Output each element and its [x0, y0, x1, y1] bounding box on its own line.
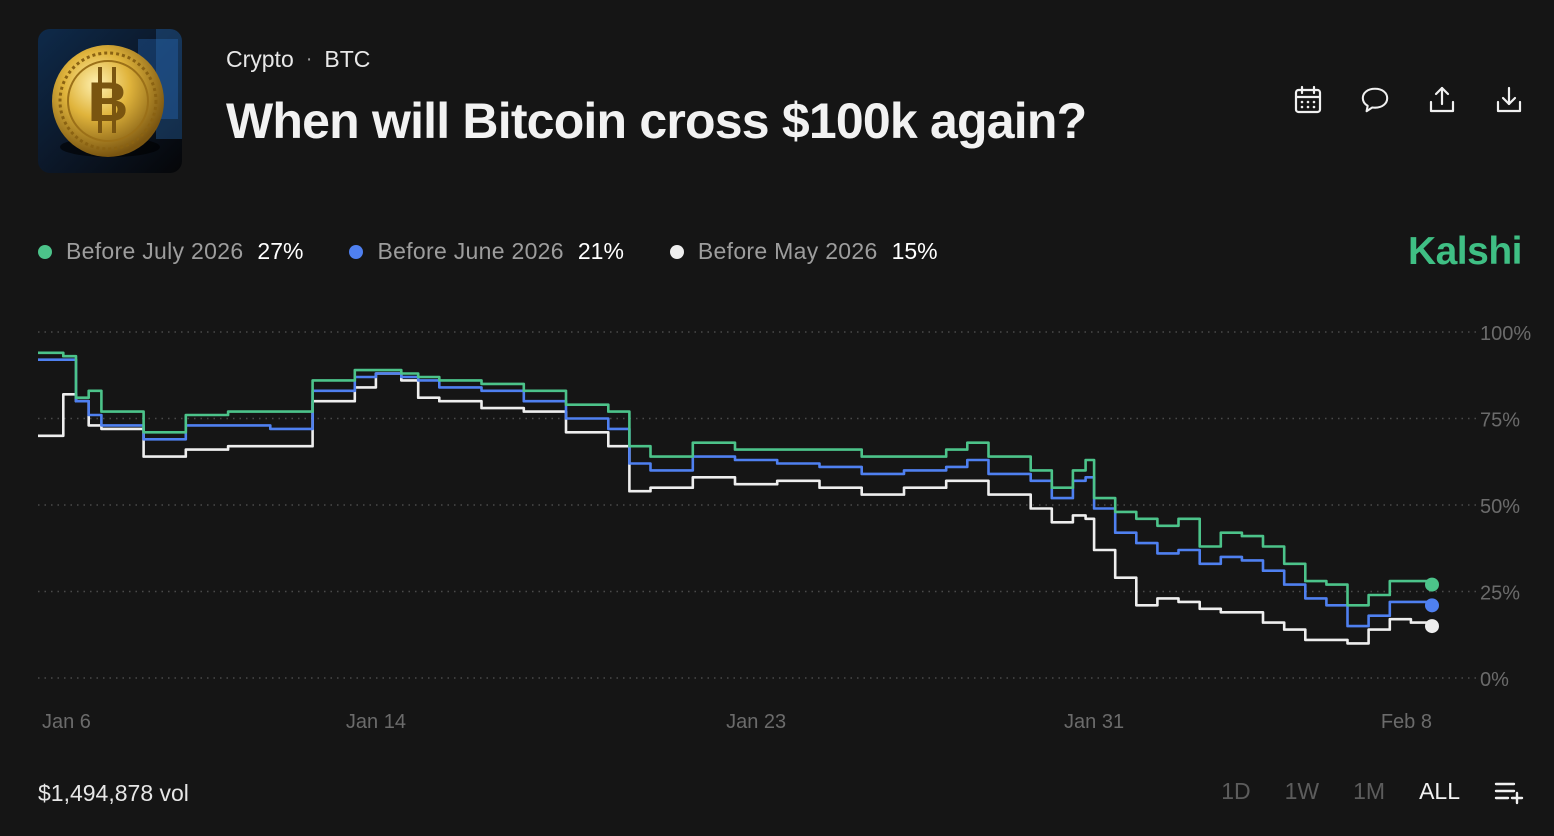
- range-1w[interactable]: 1W: [1284, 778, 1320, 804]
- breadcrumb-category[interactable]: Crypto: [226, 46, 294, 72]
- legend-item-may[interactable]: Before May 2026 15%: [669, 238, 938, 265]
- y-tick-label: 0%: [1480, 669, 1509, 691]
- share-button[interactable]: [1427, 84, 1457, 116]
- breadcrumb: Crypto · BTC: [226, 46, 370, 73]
- x-tick-label: Jan 31: [1064, 711, 1124, 733]
- legend-value: 21%: [577, 238, 624, 264]
- legend-value: 27%: [257, 238, 304, 264]
- series-endpoint-1: [1425, 598, 1439, 613]
- series-endpoint-0: [1425, 577, 1439, 592]
- calendar-button[interactable]: [1293, 84, 1323, 116]
- download-icon: [1496, 86, 1522, 113]
- series-line-2: [38, 372, 1434, 645]
- comment-button[interactable]: [1360, 84, 1390, 116]
- calendar-icon: [1294, 85, 1322, 114]
- y-tick-label: 75%: [1480, 410, 1520, 432]
- svg-text:B: B: [88, 70, 128, 133]
- add-to-list-button[interactable]: [1494, 779, 1524, 805]
- x-tick-label: Jan 14: [346, 711, 406, 733]
- share-upload-icon: [1429, 86, 1455, 113]
- legend-dot-july: [38, 244, 52, 259]
- legend-label: Before June 2026: [377, 238, 564, 264]
- legend-label: Before May 2026: [697, 238, 878, 264]
- page-title: When will Bitcoin cross $100k again?: [226, 93, 1087, 149]
- y-tick-label: 50%: [1480, 496, 1520, 518]
- range-1d[interactable]: 1D: [1221, 778, 1251, 804]
- x-tick-label: Feb 8: [1381, 711, 1432, 733]
- comment-icon: [1361, 87, 1389, 113]
- legend-dot-may: [669, 244, 684, 259]
- breadcrumb-separator: ·: [305, 48, 313, 70]
- x-tick-label: Jan 23: [726, 711, 786, 733]
- breadcrumb-ticker[interactable]: BTC: [324, 46, 371, 72]
- range-all[interactable]: ALL: [1419, 778, 1460, 804]
- range-1m[interactable]: 1M: [1353, 778, 1386, 804]
- brand-logo[interactable]: Kalshi: [1407, 230, 1523, 273]
- bitcoin-coin-icon: B: [52, 29, 182, 157]
- legend-item-july[interactable]: Before July 2026 27%: [38, 238, 303, 265]
- market-thumbnail: B: [38, 29, 182, 173]
- series-line-1: [38, 358, 1434, 628]
- legend-dot-june: [349, 244, 364, 259]
- add-to-list-icon: [1494, 782, 1524, 804]
- series-endpoint-2: [1425, 619, 1439, 634]
- legend-label: Before July 2026: [66, 238, 244, 264]
- volume-label: $1,494,878 vol: [38, 780, 189, 806]
- time-range-selector: 1D 1W 1M ALL: [1221, 778, 1524, 805]
- download-button[interactable]: [1494, 84, 1524, 116]
- legend-value: 15%: [891, 238, 938, 264]
- series-line-0: [38, 351, 1434, 607]
- price-chart[interactable]: 100% 75% 50% 25% 0% Jan 6 Jan 14 Jan 23 Jan 31 Fe…: [0, 300, 1554, 750]
- y-tick-label: 25%: [1480, 583, 1520, 605]
- x-tick-label: Jan 6: [42, 711, 91, 733]
- legend-item-june[interactable]: Before June 2026 21%: [349, 238, 624, 265]
- y-tick-label: 100%: [1480, 323, 1531, 345]
- header-actions: [1293, 84, 1524, 116]
- chart-legend: Before July 2026 27% Before June 2026 21…: [38, 238, 984, 265]
